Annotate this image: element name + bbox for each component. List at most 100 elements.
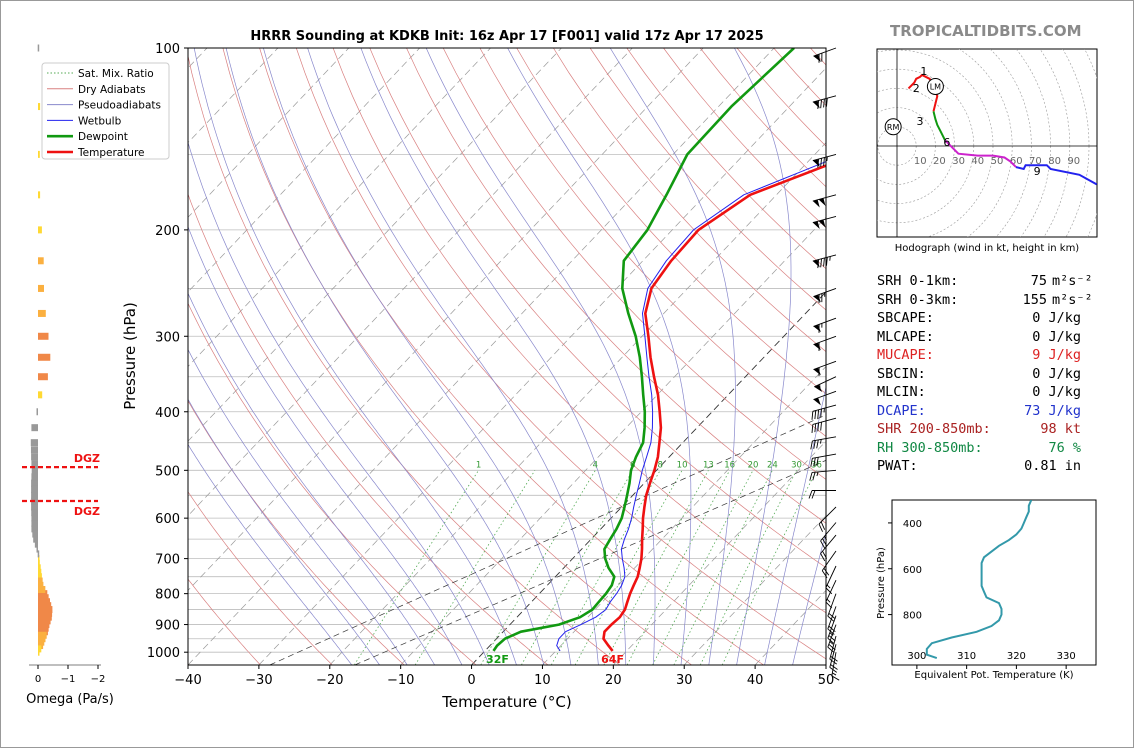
barb-full [826,98,828,107]
dry-adiabat [295,48,826,660]
omega-bar [38,581,44,589]
stats-table: SRH 0-1km: 75 m²s⁻² SRH 0-3km: 155 m²s⁻² SBCAP… [877,272,1107,476]
barb-full [823,157,825,167]
omega-bar [38,590,48,598]
barb-half [832,672,837,676]
wind-barb [813,390,837,406]
barb-full [818,523,823,532]
y-tick-label: 100 [155,42,180,57]
wind-barb [820,522,837,549]
stat-label: SRH 0-1km: [877,273,959,289]
barb-full [822,538,828,547]
pseudoadiabat [764,385,826,665]
mixing-ratio-label: 24 [767,460,778,470]
omega-bar [31,520,38,528]
pseudoadiabat [609,48,736,665]
omega-tick-label: −2 [91,674,106,685]
barb-full [820,408,822,418]
barb-full [821,570,828,578]
omega-bar [38,598,50,606]
stat-unit: m²s⁻² [1052,291,1093,308]
skewt-grid [188,48,826,665]
barb-half [826,156,828,162]
barb-full [823,567,830,576]
wind-barb [808,490,836,499]
barb-full [814,410,817,420]
hodograph-ring-label: 30 [952,156,965,167]
barb-staff [812,194,837,202]
barb-full [820,540,826,549]
omega-bar [38,150,40,158]
y-axis-label: Pressure (hPa) [121,302,139,410]
hodograph-height-label: 2 [913,82,920,95]
storm-motion-marker [926,77,944,95]
wind-barb [818,506,837,532]
y-tick-label: 1000 [147,646,180,661]
stat-label: SBCAPE: [877,310,934,326]
pseudoadiabat [425,48,656,665]
barb-half [819,384,821,389]
dry-adiabat [442,48,826,480]
x-tick-label: 50 [818,673,835,688]
barb-full [822,550,828,559]
hodograph-ring-label: 40 [971,156,984,167]
mixing-ratio-line [550,470,661,665]
x-tick-label: 30 [676,673,693,688]
theta-frame [891,499,1097,666]
legend-entry: Sat. Mix. Ratio [78,68,154,80]
pseudoadiabat [307,48,599,665]
barb-staff [825,580,837,603]
barb-staff [820,534,837,554]
hodograph-height-label: 6 [943,136,950,149]
hodograph-ring-label: 20 [933,156,946,167]
barb-full [820,422,822,431]
omega-bar [38,624,49,632]
stat-label: RH 300-850mb: [877,439,983,456]
omega-bar [38,353,51,361]
barb-staff [814,376,837,388]
omega-bar [38,559,40,567]
isotherm [188,48,350,218]
stat-row: MLCIN: 0 J/kg [877,383,1107,402]
barb-flag [813,324,821,333]
mixing-ratio-line [414,470,536,665]
omega-bar [31,491,38,499]
wetbulb-profile [556,161,826,652]
stat-value: 0.81 in [1024,458,1081,474]
omega-bar [38,103,41,111]
pseudoadiabat [188,398,380,665]
dry-adiabat [188,491,333,665]
barb-flag [818,219,826,228]
barb-flag [813,397,821,406]
hodograph-plot: 10 20 30 40 50 60 70 80 90 12 3 6 9 RM LM [877,49,1097,237]
legend-box [41,62,170,160]
wind-barb [812,95,837,110]
omega-bar [32,530,38,538]
pseudoadiabat [792,531,826,665]
barb-full [827,646,835,654]
surface-temp-label: 64F [601,653,624,666]
surface-dewpoint-label: 32F [486,653,509,666]
legend: Sat. Mix. Ratio Dry Adiabats Pseudoadiabat… [41,62,170,160]
stat-value: 0 J/kg [1032,365,1081,382]
stat-value: 155 [1022,291,1047,308]
omega-bar [30,439,38,447]
wind-barb [825,565,837,595]
wind-barb [810,453,837,467]
barb-half [824,536,827,541]
dry-adiabat [589,48,826,311]
hodograph-height-label: 1 [920,65,927,78]
stat-value: 0 J/kg [1032,328,1081,345]
omega-bar [38,309,46,317]
barb-half [829,641,834,645]
hodograph-trace [1015,164,1097,186]
theta-x-tick-label: 300 [907,651,926,662]
stat-value: 0 J/kg [1032,384,1081,400]
dry-adiabat [369,48,826,569]
x-tick-label: 20 [605,673,622,688]
omega-bar [38,594,49,602]
dry-adiabat [406,48,826,524]
dry-adiabat [188,193,549,665]
barb-staff [812,215,837,224]
